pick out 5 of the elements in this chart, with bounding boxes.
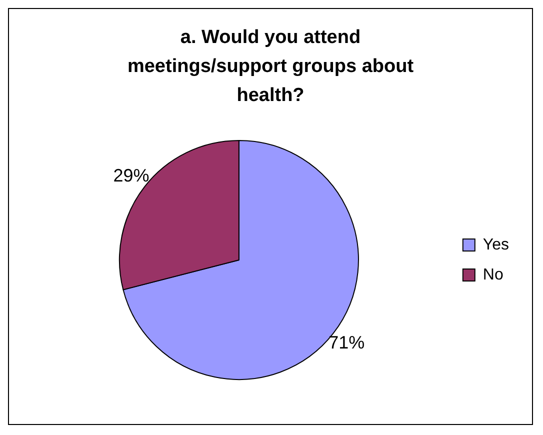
legend-label: Yes: [482, 236, 510, 254]
data-label: 71%: [328, 332, 365, 353]
chart-title: a. Would you attend meetings/support groups about health?: [126, 26, 415, 108]
data-label: 29%: [113, 165, 150, 186]
legend-label: No: [482, 266, 504, 284]
